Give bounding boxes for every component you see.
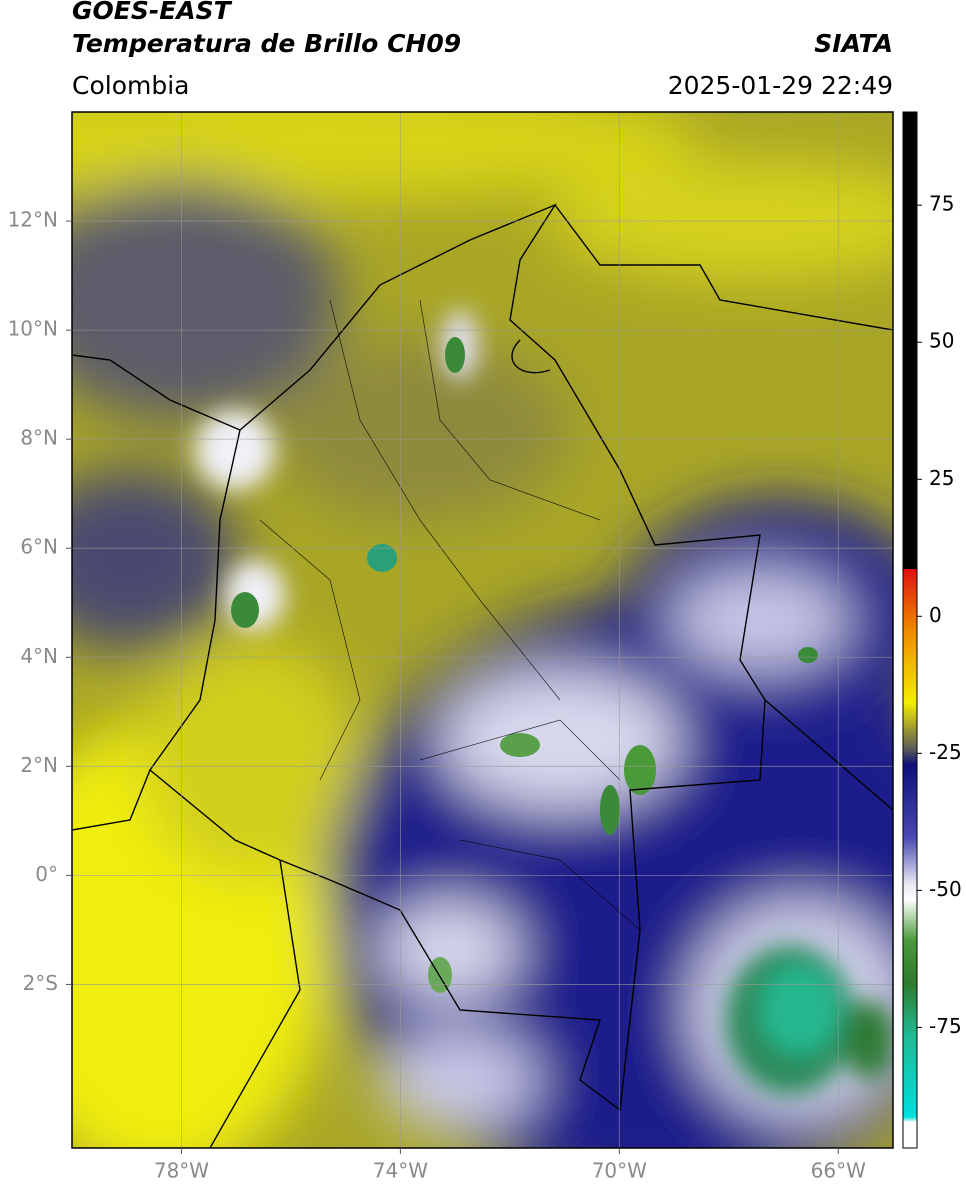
colorbar-tick-label: 0 <box>929 603 942 627</box>
x-tick-label: 78°W <box>154 1159 209 1183</box>
datetime: 2025-01-29 22:49 <box>668 71 893 100</box>
subtitle: Temperatura de Brillo CH09 <box>72 29 461 58</box>
y-tick-label: 8°N <box>20 426 58 450</box>
y-tick-label: 0° <box>35 862 58 886</box>
y-tick-label: 12°N <box>8 208 58 232</box>
y-tick-label: 10°N <box>8 317 58 341</box>
colorbar-tick-label: 75 <box>929 192 954 216</box>
source: SIATA <box>814 29 893 58</box>
y-tick-label: 2°S <box>23 971 58 995</box>
imagery <box>72 112 893 1148</box>
colorbar-tick-label: -50 <box>929 877 962 901</box>
colorbar-tick-label: 25 <box>929 466 954 490</box>
x-tick-label: 66°W <box>811 1159 866 1183</box>
map-frame <box>71 111 894 1149</box>
x-tick-label: 70°W <box>592 1159 647 1183</box>
colorbar <box>902 111 918 1149</box>
y-tick-label: 2°N <box>20 753 58 777</box>
colorbar-tick-label: -75 <box>929 1014 962 1038</box>
region: Colombia <box>72 71 189 100</box>
y-tick-label: 4°N <box>20 644 58 668</box>
gridlines <box>72 112 893 1148</box>
colorbar-tick-label: -25 <box>929 740 962 764</box>
x-tick-label: 74°W <box>373 1159 428 1183</box>
colorbar-tick-label: 50 <box>929 329 954 353</box>
title: GOES-EAST <box>72 0 233 25</box>
y-tick-label: 6°N <box>20 535 58 559</box>
